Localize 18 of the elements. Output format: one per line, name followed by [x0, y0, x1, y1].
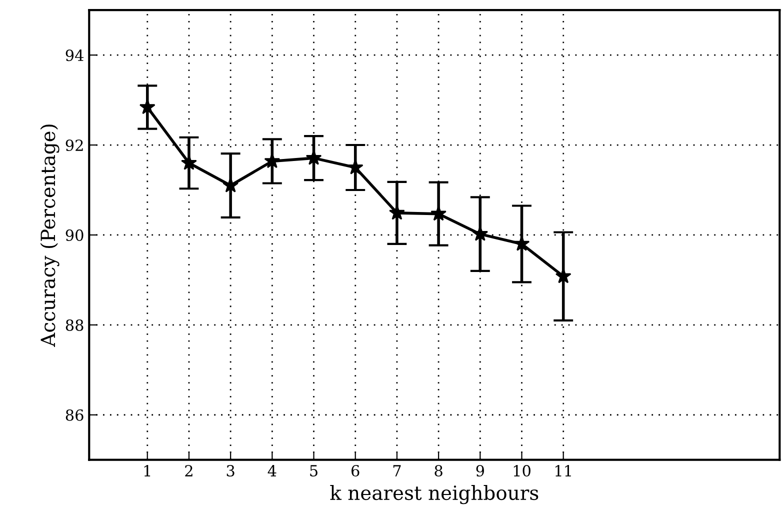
x-tick-label: 5 — [310, 465, 318, 477]
y-tick-label: 88 — [66, 319, 84, 331]
y-tick-label: 92 — [66, 139, 83, 152]
x-tick-label: 3 — [226, 464, 234, 477]
x-tick-label: 10 — [514, 464, 530, 477]
x-tick-label: 2 — [185, 464, 192, 476]
x-tick-label: 7 — [393, 465, 401, 476]
y-tick-label: 94 — [66, 50, 84, 62]
x-tick-label: 11 — [555, 464, 571, 476]
x-tick-label: 6 — [352, 464, 360, 477]
x-tick-label: 9 — [476, 464, 484, 477]
x-tick-label: 1 — [144, 464, 150, 476]
x-tick-label: 8 — [434, 464, 442, 477]
x-axis-title: k nearest neighbours — [330, 485, 538, 504]
x-tick-label: 4 — [268, 464, 276, 476]
y-tick-label: 90 — [66, 229, 84, 241]
y-axis-title: Accuracy (Percentage) — [40, 124, 60, 347]
y-tick-label: 86 — [66, 409, 84, 421]
